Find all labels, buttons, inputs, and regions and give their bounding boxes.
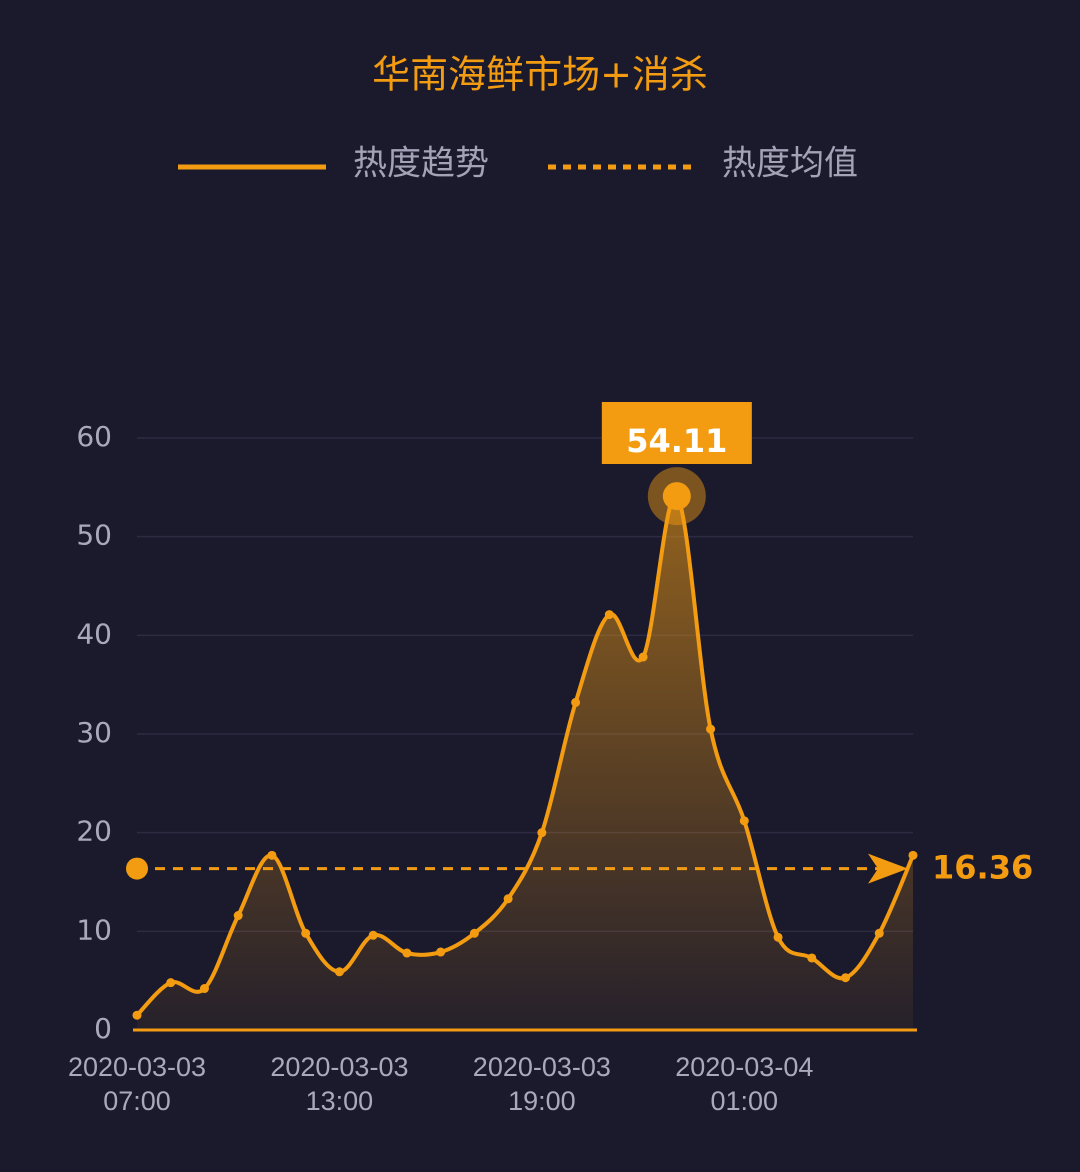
point: [402, 948, 412, 958]
point: [469, 928, 479, 938]
point: [199, 984, 209, 994]
x-tick-label: 2020-03-03 19:00: [472, 1052, 611, 1116]
point: [233, 911, 243, 921]
y-tick-label: 40: [76, 617, 112, 650]
point: [807, 953, 817, 963]
point: [638, 652, 648, 662]
area: [137, 495, 913, 1030]
point: [537, 828, 547, 838]
point: [739, 816, 749, 826]
point: [368, 930, 378, 940]
point: [132, 1010, 142, 1020]
y-tick-label: 0: [94, 1012, 112, 1045]
point: [166, 978, 176, 988]
point: [436, 947, 446, 957]
mean-arrow: [868, 853, 908, 884]
legend-label: 热度趋势: [353, 144, 489, 184]
y-tick-label: 30: [76, 716, 112, 749]
point: [908, 850, 918, 860]
legend-label: 热度均值: [722, 144, 858, 184]
x-tick-label: 2020-03-04 01:00: [675, 1052, 814, 1116]
y-tick-label: 20: [76, 815, 112, 848]
peak-label: 54.11: [626, 422, 727, 460]
mean-dot: [126, 857, 148, 880]
point: [267, 850, 277, 860]
point: [301, 928, 311, 938]
mean-label: 16.36: [932, 849, 1033, 887]
point: [706, 724, 716, 734]
peak-box: [601, 402, 752, 464]
point: [841, 973, 851, 983]
point: [503, 894, 513, 904]
y-tick-label: 50: [76, 519, 112, 552]
x-tick-label: 2020-03-03 07:00: [67, 1052, 207, 1116]
point: [874, 928, 884, 938]
point: [571, 697, 581, 707]
x-tick-label: 2020-03-03 13:00: [270, 1052, 409, 1116]
point: [604, 610, 614, 620]
y-tick-label: 10: [76, 913, 112, 946]
peak-dot: [662, 482, 691, 511]
chart-title: 华南海鲜市场+消杀: [372, 53, 708, 97]
y-tick-label: 60: [76, 420, 112, 453]
point: [334, 967, 344, 977]
point: [773, 932, 783, 942]
